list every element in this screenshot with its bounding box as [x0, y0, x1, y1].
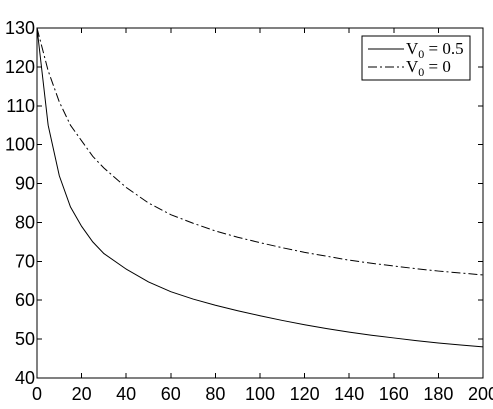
x-tick-label: 0	[32, 384, 42, 404]
x-tick-label: 80	[205, 384, 225, 404]
x-tick-label: 140	[334, 384, 364, 404]
x-tick-label: 180	[423, 384, 453, 404]
y-tick-label: 50	[15, 329, 35, 349]
x-tick-label: 100	[245, 384, 275, 404]
x-tick-label: 20	[72, 384, 92, 404]
x-tick-label: 60	[161, 384, 181, 404]
y-tick-label: 100	[5, 135, 35, 155]
legend: V0 = 0.5V0 = 0	[361, 35, 471, 81]
x-tick-label: 40	[116, 384, 136, 404]
series-line-0	[36, 27, 484, 348]
y-tick-label: 110	[6, 96, 35, 116]
y-tick-label: 60	[15, 290, 35, 310]
x-tick-label: 200	[468, 384, 493, 404]
y-tick-label: 80	[15, 212, 35, 232]
x-tick-label: 120	[290, 384, 320, 404]
series-line-1	[36, 27, 484, 276]
y-tick-label: 130	[5, 18, 35, 38]
legend-entry-0: V0 = 0.5	[406, 39, 464, 61]
ticks-layer	[36, 27, 484, 379]
series-layer	[36, 27, 484, 348]
tick-labels: 0 20 40 60 80 100 120 140 160 180 200 40 50 60 70 80 90 1…	[5, 18, 493, 404]
y-tick-label: 40	[15, 368, 35, 388]
y-tick-label: 90	[15, 174, 35, 194]
legend-box	[361, 35, 471, 81]
y-tick-label: 120	[5, 57, 35, 77]
y-tick-label: 70	[15, 251, 35, 271]
x-tick-label: 160	[379, 384, 409, 404]
legend-entry-1: V0 = 0	[406, 57, 451, 79]
